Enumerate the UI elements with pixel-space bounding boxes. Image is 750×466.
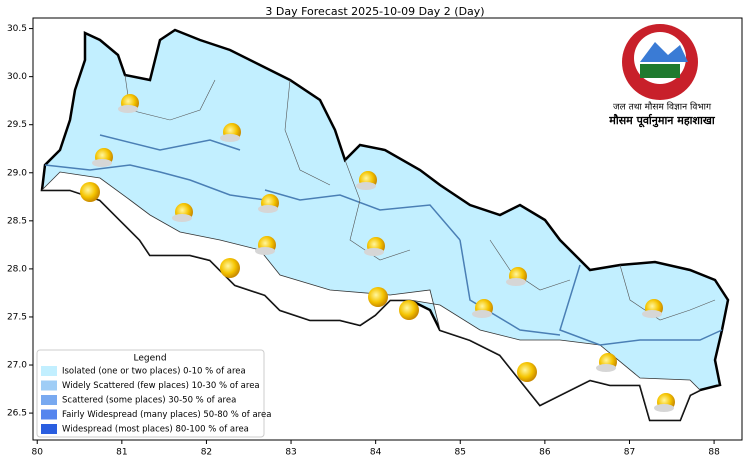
x-tick-label: 87 bbox=[624, 448, 635, 458]
y-tick-label: 26.5 bbox=[7, 409, 27, 419]
legend-swatch bbox=[41, 409, 57, 420]
y-tick-label: 30.5 bbox=[7, 24, 27, 34]
weather-icons bbox=[80, 94, 675, 412]
legend: Legend Isolated (one or two places) 0-10… bbox=[36, 349, 271, 438]
legend-label: Fairly Widespread (many places) 50-80 % … bbox=[62, 410, 271, 420]
x-tick-label: 83 bbox=[285, 448, 296, 458]
legend-label: Scattered (some places) 30-50 % of area bbox=[62, 396, 236, 406]
legend-swatch bbox=[41, 380, 57, 391]
logo-line-2: मौसम पूर्वानुमान महाशाखा bbox=[608, 113, 716, 128]
legend-label: Isolated (one or two places) 0-10 % of a… bbox=[62, 367, 246, 377]
y-tick-label: 29.5 bbox=[7, 120, 27, 130]
x-tick-label: 86 bbox=[539, 448, 551, 458]
legend-label: Widespread (most places) 80-100 % of are… bbox=[62, 425, 249, 435]
legend-title: Legend bbox=[133, 354, 166, 364]
x-tick-label: 85 bbox=[455, 448, 466, 458]
x-tick-label: 82 bbox=[201, 448, 212, 458]
legend-box bbox=[36, 349, 265, 438]
legend-label: Widely Scattered (few places) 10-30 % of… bbox=[62, 381, 260, 391]
legend-swatch bbox=[41, 395, 57, 405]
logo: जल तथा मौसम विज्ञान विभाग मौसम पूर्वानुम… bbox=[608, 24, 716, 128]
y-tick-label: 28.0 bbox=[7, 264, 27, 274]
x-tick-label: 81 bbox=[116, 448, 127, 458]
y-tick-label: 27.0 bbox=[7, 361, 27, 371]
province-borders bbox=[44, 134, 723, 346]
x-tick-label: 80 bbox=[32, 448, 44, 458]
logo-line-1: जल तथा मौसम विज्ञान विभाग bbox=[613, 101, 712, 113]
y-tick-label: 29.0 bbox=[7, 168, 27, 178]
chart-title: 3 Day Forecast 2025-10-09 Day 2 (Day) bbox=[265, 5, 484, 18]
x-tick-label: 88 bbox=[708, 448, 720, 458]
legend-swatch bbox=[41, 424, 57, 434]
y-tick-label: 28.5 bbox=[7, 216, 27, 226]
y-tick-label: 30.0 bbox=[7, 72, 27, 82]
y-tick-label: 27.5 bbox=[7, 312, 27, 322]
x-tick-label: 84 bbox=[370, 448, 382, 458]
legend-swatch bbox=[41, 366, 57, 376]
